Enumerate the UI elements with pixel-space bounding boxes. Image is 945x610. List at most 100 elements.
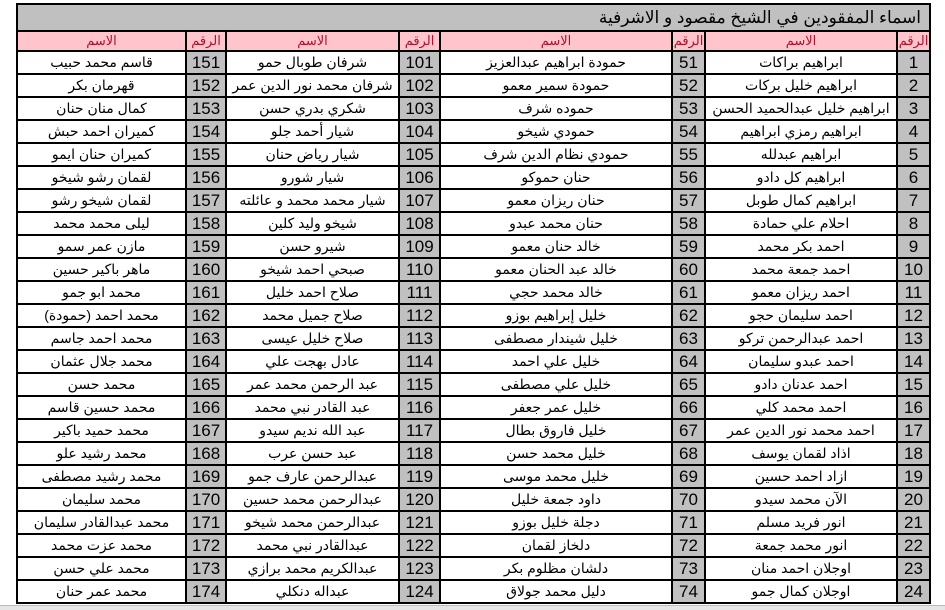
name-cell[interactable]: كميران حنان ايمو xyxy=(16,142,187,167)
name-cell[interactable]: خليل محمد موسى xyxy=(439,464,673,489)
number-cell[interactable]: 15 xyxy=(896,372,931,397)
name-cell[interactable]: عبد الله نديم سيدو xyxy=(225,418,400,443)
name-cell[interactable]: احمد ريزان معمو xyxy=(704,280,898,305)
number-cell[interactable]: 156 xyxy=(185,165,227,190)
number-cell[interactable]: 119 xyxy=(398,464,441,489)
number-cell[interactable]: 113 xyxy=(398,326,441,351)
name-cell[interactable]: حمودة ابراهيم عبدالعزيز xyxy=(439,50,673,75)
name-cell[interactable]: محمد عزت محمد xyxy=(16,533,187,558)
number-cell[interactable]: 173 xyxy=(185,556,227,581)
name-cell[interactable]: عبدالقادر نبي محمد xyxy=(225,533,400,558)
name-cell[interactable]: كميران احمد حبش xyxy=(16,119,187,144)
horizontal-scrollbar[interactable] xyxy=(0,605,945,610)
number-cell[interactable]: 18 xyxy=(896,441,931,466)
number-cell[interactable]: 108 xyxy=(398,211,441,236)
number-cell[interactable]: 52 xyxy=(671,73,706,98)
name-cell[interactable]: محمد رشيد علو xyxy=(16,441,187,466)
number-cell[interactable]: 170 xyxy=(185,487,227,512)
number-cell[interactable]: 24 xyxy=(896,579,931,604)
number-cell[interactable]: 168 xyxy=(185,441,227,466)
name-cell[interactable]: كمال منان حنان xyxy=(16,96,187,121)
name-cell[interactable]: شيار أحمد جلو xyxy=(225,119,400,144)
number-cell[interactable]: 60 xyxy=(671,257,706,282)
number-cell[interactable]: 153 xyxy=(185,96,227,121)
number-cell[interactable]: 66 xyxy=(671,395,706,420)
name-cell[interactable]: حمودي نظام الدين شرف xyxy=(439,142,673,167)
number-cell[interactable]: 73 xyxy=(671,556,706,581)
number-cell[interactable]: 68 xyxy=(671,441,706,466)
name-cell[interactable]: حمودي شيخو xyxy=(439,119,673,144)
number-cell[interactable]: 104 xyxy=(398,119,441,144)
name-cell[interactable]: عبد حسن عرب xyxy=(225,441,400,466)
name-cell[interactable]: حنان حموكو xyxy=(439,165,673,190)
name-cell[interactable]: حموده شرف xyxy=(439,96,673,121)
number-cell[interactable]: 14 xyxy=(896,349,931,374)
name-cell[interactable]: خليل فاروق بطال xyxy=(439,418,673,443)
name-cell[interactable]: ابراهيم كمال طوبل xyxy=(704,188,898,213)
name-cell[interactable]: صلاح احمد خليل xyxy=(225,280,400,305)
number-cell[interactable]: 72 xyxy=(671,533,706,558)
number-cell[interactable]: 110 xyxy=(398,257,441,282)
number-cell[interactable]: 62 xyxy=(671,303,706,328)
name-cell[interactable]: شرفان طوبال حمو xyxy=(225,50,400,75)
number-cell[interactable]: 21 xyxy=(896,510,931,535)
number-cell[interactable]: 171 xyxy=(185,510,227,535)
name-cell[interactable]: قهرمان بكر xyxy=(16,73,187,98)
number-cell[interactable]: 61 xyxy=(671,280,706,305)
number-cell[interactable]: 64 xyxy=(671,349,706,374)
number-cell[interactable]: 155 xyxy=(185,142,227,167)
name-cell[interactable]: قاسم محمد حبيب xyxy=(16,50,187,75)
number-cell[interactable]: 105 xyxy=(398,142,441,167)
name-cell[interactable]: خليل محمد حسن xyxy=(439,441,673,466)
name-cell[interactable]: ليلى محمد محمد xyxy=(16,211,187,236)
name-cell[interactable]: عبدالرحمن محمد شيخو xyxy=(225,510,400,535)
number-cell[interactable]: 112 xyxy=(398,303,441,328)
name-cell[interactable]: احمد عبدو سليمان xyxy=(704,349,898,374)
name-cell[interactable]: انور محمد جمعة xyxy=(704,533,898,558)
number-cell[interactable]: 53 xyxy=(671,96,706,121)
name-cell[interactable]: شيار محمد محمد و عائلته xyxy=(225,188,400,213)
number-cell[interactable]: 158 xyxy=(185,211,227,236)
name-cell[interactable]: حمودة سمير معمو xyxy=(439,73,673,98)
number-cell[interactable]: 9 xyxy=(896,234,931,259)
number-cell[interactable]: 5 xyxy=(896,142,931,167)
name-cell[interactable]: محمد علي حسن xyxy=(16,556,187,581)
number-cell[interactable]: 65 xyxy=(671,372,706,397)
number-cell[interactable]: 54 xyxy=(671,119,706,144)
number-cell[interactable]: 20 xyxy=(896,487,931,512)
name-cell[interactable]: شرفان محمد نور الدين عمر xyxy=(225,73,400,98)
number-cell[interactable]: 107 xyxy=(398,188,441,213)
number-cell[interactable]: 121 xyxy=(398,510,441,535)
number-cell[interactable]: 166 xyxy=(185,395,227,420)
number-cell[interactable]: 59 xyxy=(671,234,706,259)
name-cell[interactable]: شيخو وليد كلين xyxy=(225,211,400,236)
name-cell[interactable]: محمد حسين قاسم xyxy=(16,395,187,420)
number-cell[interactable]: 2 xyxy=(896,73,931,98)
number-cell[interactable]: 12 xyxy=(896,303,931,328)
name-cell[interactable]: احمد عدنان دادو xyxy=(704,372,898,397)
number-cell[interactable]: 23 xyxy=(896,556,931,581)
number-cell[interactable]: 114 xyxy=(398,349,441,374)
name-cell[interactable]: ابراهيم كل دادو xyxy=(704,165,898,190)
number-cell[interactable]: 13 xyxy=(896,326,931,351)
name-cell[interactable]: عبد الرحمن محمد عمر xyxy=(225,372,400,397)
number-cell[interactable]: 152 xyxy=(185,73,227,98)
name-cell[interactable]: صلاح جميل محمد xyxy=(225,303,400,328)
number-cell[interactable]: 124 xyxy=(398,579,441,604)
name-cell[interactable]: احمد محمد نور الدين عمر xyxy=(704,418,898,443)
name-cell[interactable]: عبد القادر نبي محمد xyxy=(225,395,400,420)
name-cell[interactable]: اوجلان احمد منان xyxy=(704,556,898,581)
number-cell[interactable]: 151 xyxy=(185,50,227,75)
name-cell[interactable]: شيار رياض حنان xyxy=(225,142,400,167)
name-cell[interactable]: شكري بدري حسن xyxy=(225,96,400,121)
name-cell[interactable]: محمد سليمان xyxy=(16,487,187,512)
number-cell[interactable]: 101 xyxy=(398,50,441,75)
name-cell[interactable]: خليل علي احمد xyxy=(439,349,673,374)
name-cell[interactable]: شيرو حسن xyxy=(225,234,400,259)
number-cell[interactable]: 3 xyxy=(896,96,931,121)
name-cell[interactable]: احمد بكر محمد xyxy=(704,234,898,259)
name-cell[interactable]: عبدالرحمن محمد حسين xyxy=(225,487,400,512)
name-cell[interactable]: عادل بهجت علي xyxy=(225,349,400,374)
name-cell[interactable]: شيار شورو xyxy=(225,165,400,190)
name-cell[interactable]: محمد عمر حنان xyxy=(16,579,187,604)
